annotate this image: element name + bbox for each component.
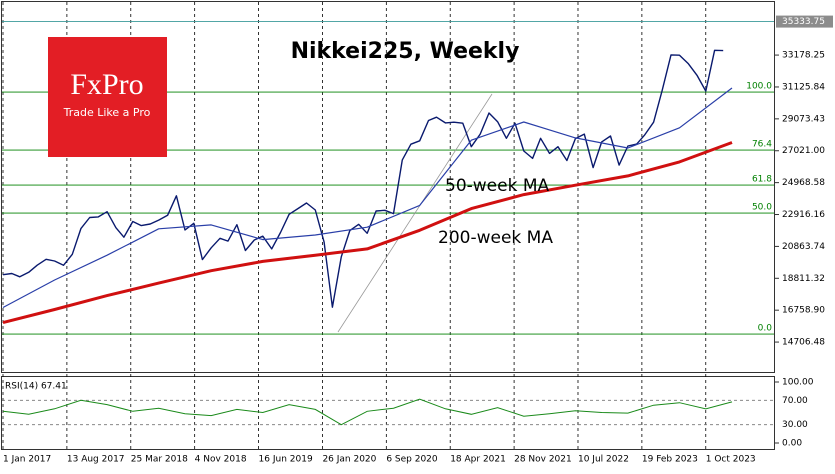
series-line [2, 141, 733, 325]
y-tick-label: 29073.43 [782, 114, 825, 124]
x-tick-label: 1 Oct 2023 [706, 455, 756, 465]
main-frame [1, 1, 775, 373]
x-tick-label: 10 Jul 2022 [578, 455, 629, 465]
annotation: 50-week MA [445, 176, 550, 196]
fib-label: 100.0 [746, 82, 772, 92]
y-tick-label: 22916.16 [782, 210, 825, 220]
chart-title: Nikkei225, Weekly [291, 39, 520, 64]
y-tick-label: 20863.74 [782, 242, 825, 252]
x-tick-label: 13 Aug 2017 [67, 455, 125, 465]
last-price-label: 35333.75 [782, 17, 825, 27]
x-tick-label: 6 Sep 2020 [386, 455, 438, 465]
fib-label: 0.0 [758, 324, 773, 334]
y-tick-label: 18811.32 [782, 274, 825, 284]
rsi-label: RSI(14) 67.41 [5, 382, 67, 392]
plot [2, 49, 733, 426]
annotation: 200-week MA [438, 228, 553, 248]
logo-box [48, 37, 167, 157]
logo-name: FxPro [70, 68, 143, 101]
x-tick-label: 26 Jan 2020 [322, 455, 376, 465]
rsi-tick-label: 70.00 [782, 396, 808, 406]
x-tick-label: 19 Feb 2023 [642, 455, 698, 465]
x-tick-label: 18 Apr 2021 [450, 455, 506, 465]
series-line [2, 49, 724, 308]
rsi-frame [1, 376, 775, 450]
y-tick-label: 33178.25 [782, 51, 825, 61]
y-tick-label: 16758.90 [782, 306, 825, 316]
logo-slogan: Trade Like a Pro [63, 106, 151, 119]
x-tick-label: 4 Nov 2018 [195, 455, 247, 465]
y-tick-label: 27021.00 [782, 146, 825, 156]
x-tick-label: 28 Nov 2021 [514, 455, 572, 465]
x-tick-label: 16 Jun 2019 [259, 455, 313, 465]
rsi-tick-label: 100.00 [782, 378, 814, 388]
y-tick-label: 31125.84 [782, 82, 825, 92]
last-price-box [776, 15, 833, 28]
rsi-line [2, 398, 733, 426]
series-line [2, 87, 733, 309]
rsi-tick-label: 30.00 [782, 420, 808, 430]
rsi-tick-label: 0.00 [782, 439, 802, 449]
x-tick-label: 1 Jan 2017 [3, 455, 51, 465]
fib-label: 61.8 [752, 175, 772, 185]
x-tick-label: 25 Mar 2018 [131, 455, 188, 465]
y-tick-label: 24968.58 [782, 178, 825, 188]
y-tick-label: 14706.48 [782, 338, 825, 348]
fib-label: 76.4 [752, 140, 772, 150]
fib-label: 50.0 [752, 203, 772, 213]
